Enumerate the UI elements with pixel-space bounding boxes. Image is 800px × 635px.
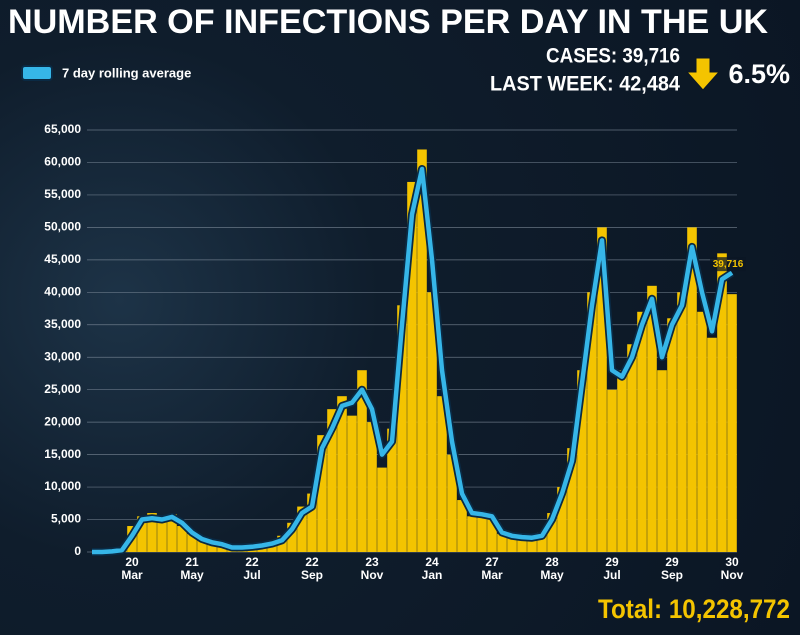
bar <box>577 370 587 552</box>
x-tick-label: 28 May <box>540 555 564 582</box>
bar <box>637 311 647 552</box>
bar <box>167 514 177 552</box>
bar <box>497 533 507 552</box>
last-week-text: LAST WEEK: 42,484 <box>490 73 680 96</box>
bar <box>607 389 617 552</box>
down-arrow <box>685 57 721 91</box>
total-text: Total: 10,228,772 <box>598 594 790 624</box>
bar <box>197 540 207 552</box>
bar <box>487 519 497 552</box>
x-tick-label: 30 Nov <box>720 555 744 582</box>
bar <box>527 539 537 552</box>
bar <box>677 292 687 552</box>
bar <box>177 526 187 552</box>
bar <box>297 506 307 552</box>
x-tick-label: 20 Mar <box>121 555 143 582</box>
annotation-box <box>710 257 746 272</box>
bar <box>217 544 227 552</box>
y-tick-label: 45,000 <box>44 252 81 266</box>
bar <box>517 537 527 552</box>
x-tick-label: 27 Mar <box>481 555 503 582</box>
annotation: 39,716 <box>713 259 744 270</box>
bar <box>477 513 487 552</box>
change-text: 6.5% <box>728 59 790 89</box>
cases-text: CASES: 39,716 <box>546 45 680 68</box>
y-tick-label: 25,000 <box>44 382 81 396</box>
bar <box>427 292 437 552</box>
y-tick-label: 40,000 <box>44 284 81 298</box>
bar <box>307 493 317 552</box>
x-tick-label: 23 Nov <box>360 555 384 582</box>
bar <box>337 396 347 552</box>
bar <box>157 520 167 552</box>
x-tick-label: 22 Jul <box>243 555 261 582</box>
bar <box>287 522 297 552</box>
bar <box>137 516 147 552</box>
y-tick-label: 10,000 <box>44 479 81 493</box>
bar <box>727 294 737 552</box>
bar <box>587 292 597 552</box>
bar <box>467 516 477 552</box>
bar <box>707 337 717 552</box>
y-tick-label: 5,000 <box>51 512 81 526</box>
bar <box>687 227 697 552</box>
y-tick-label: 65,000 <box>44 122 81 136</box>
bar <box>207 542 217 552</box>
bar <box>147 513 157 552</box>
bar <box>187 533 197 552</box>
y-tick-label: 0 <box>74 544 81 558</box>
x-tick-label: 21 May <box>180 555 204 582</box>
y-tick-label: 30,000 <box>44 349 81 363</box>
bar <box>397 305 407 552</box>
chart-title: NUMBER OF INFECTIONS PER DAY IN THE UK <box>8 3 768 41</box>
bar <box>627 344 637 552</box>
bar <box>507 536 517 552</box>
bar <box>557 487 567 552</box>
bar <box>697 311 707 552</box>
y-tick-label: 15,000 <box>44 447 81 461</box>
bar <box>357 370 367 552</box>
x-tick-label: 29 Jul <box>603 555 621 582</box>
bar <box>457 500 467 552</box>
bar <box>657 370 667 552</box>
bar <box>317 435 327 552</box>
y-tick-label: 50,000 <box>44 220 81 234</box>
bar <box>537 532 547 552</box>
legend-swatch <box>21 65 53 81</box>
bar <box>717 253 727 552</box>
bar <box>327 409 337 552</box>
bar <box>617 370 627 552</box>
bar <box>377 467 387 552</box>
bar <box>367 422 377 552</box>
bar <box>567 448 577 552</box>
y-tick-label: 35,000 <box>44 317 81 331</box>
bar <box>597 227 607 552</box>
y-tick-label: 20,000 <box>44 414 81 428</box>
x-tick-label: 22 Sep <box>300 555 323 582</box>
bar <box>447 454 457 552</box>
line <box>92 166 734 555</box>
bar <box>647 285 657 552</box>
bar <box>547 513 557 552</box>
bar <box>407 181 417 552</box>
x-tick-label: 24 Jan <box>421 555 443 582</box>
y-tick-label: 60,000 <box>44 155 81 169</box>
bar <box>347 415 357 552</box>
bar <box>387 428 397 552</box>
bar <box>417 149 427 552</box>
x-tick-label: 29 Sep <box>660 555 683 582</box>
bar <box>437 396 447 552</box>
legend-label: 7 day rolling average <box>62 65 191 80</box>
bar <box>667 318 677 552</box>
y-tick-label: 55,000 <box>44 187 81 201</box>
